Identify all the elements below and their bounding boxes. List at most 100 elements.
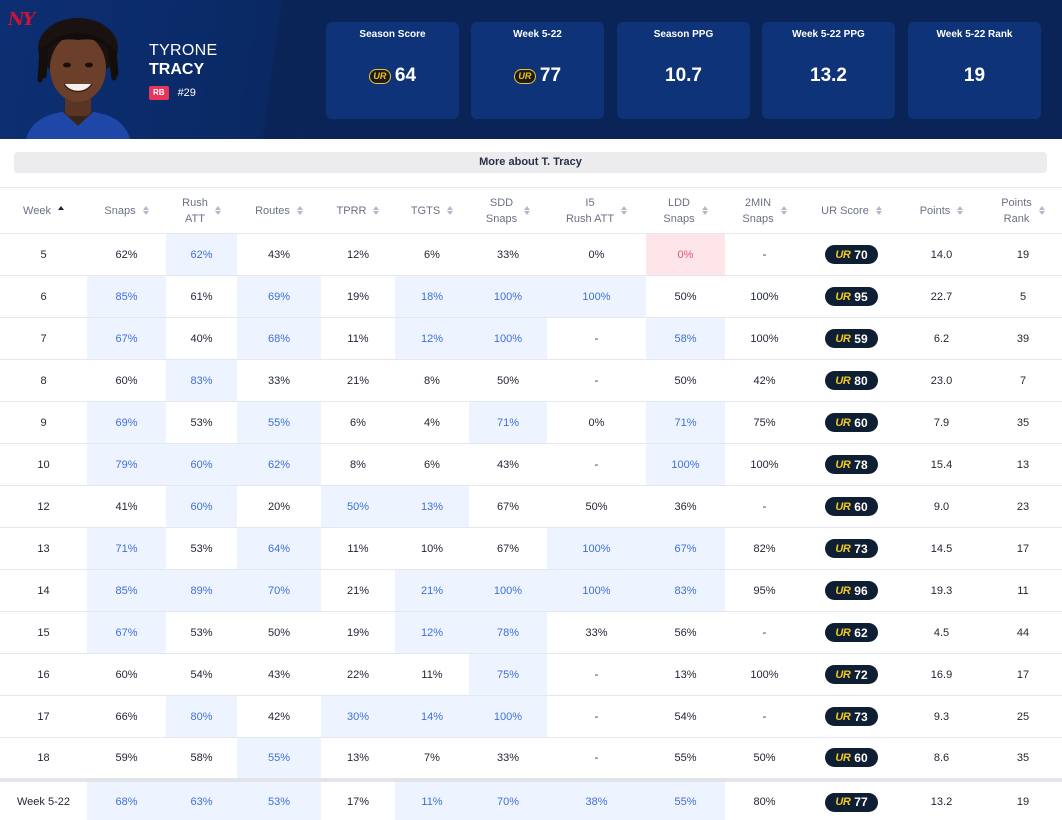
sort-icon[interactable] [621, 206, 628, 215]
table-cell: 19.3 [899, 569, 984, 612]
table-cell: 54% [646, 695, 725, 738]
ur-logo-icon: UR [835, 500, 851, 513]
summary-row: Week 5-22 68% 63% 53% 17% 11% 70% 38% 55% 80% UR 77… [0, 777, 1062, 820]
sort-icon[interactable] [142, 206, 149, 215]
column-header-label: SDD Snaps [486, 195, 517, 227]
sort-icon[interactable] [701, 206, 708, 215]
table-cell: 35 [984, 737, 1062, 780]
position-row: RB #29 [149, 86, 196, 100]
sort-icon[interactable] [214, 206, 221, 215]
table-cell: 100% [469, 695, 547, 738]
column-header-line: ATT [185, 212, 205, 225]
column-header-line: Rush ATT [565, 212, 615, 225]
weekly-stats-table: Week Snaps Rush ATT Routes TPRR TGTS SDD Snaps I5… [0, 187, 1062, 820]
table-cell: 60% [166, 485, 237, 528]
column-header-line: SDD [489, 196, 514, 209]
column-header-line: Snaps [663, 212, 695, 225]
stat-label: Week 5-22 Rank [936, 29, 1013, 40]
ur-score-value: 96 [854, 583, 868, 598]
table-cell: - [547, 443, 646, 486]
table-cell: 42% [725, 359, 804, 402]
table-row: 5 62% 62% 43% 12% 6% 33% 0% 0% - UR 70 14.0 19 [0, 233, 1062, 276]
table-cell: 8 [0, 359, 87, 402]
table-cell: 21% [395, 569, 469, 612]
more-about-button[interactable]: More about T. Tracy [14, 152, 1047, 173]
table-cell: 12 [0, 485, 87, 528]
column-header[interactable]: Points Rank [984, 187, 1062, 234]
column-header-line: Snaps [742, 212, 774, 225]
table-cell: 7 [984, 359, 1062, 402]
table-row: 7 67% 40% 68% 11% 12% 100% -58% 100% UR 59 6.2 39 [0, 317, 1062, 360]
column-header[interactable]: I5 Rush ATT [547, 187, 646, 234]
column-header[interactable]: Week [0, 187, 87, 234]
ur-logo-icon: UR [835, 248, 851, 261]
table-cell: 12% [321, 233, 395, 276]
table-cell: 17 [984, 527, 1062, 570]
sort-icon[interactable] [957, 206, 964, 215]
table-cell: - [547, 359, 646, 402]
column-header[interactable]: UR Score [804, 187, 899, 234]
sort-icon[interactable] [524, 206, 531, 215]
table-cell: 22% [321, 653, 395, 696]
column-header[interactable]: SDD Snaps [469, 187, 547, 234]
column-header-label: 2MIN Snaps [742, 195, 773, 227]
column-header-inner: SDD Snaps [469, 195, 547, 227]
table-row: 14 85% 89% 70% 21% 21% 100% 100% 83% 95% UR 96 19.3 1… [0, 569, 1062, 612]
column-header[interactable]: Points [899, 187, 984, 234]
sort-icon[interactable] [57, 206, 64, 215]
column-header[interactable]: LDD Snaps [646, 187, 725, 234]
column-header-line: I5 [585, 196, 595, 209]
stat-number: 19 [963, 65, 986, 86]
ur-score-value: 72 [854, 667, 868, 682]
column-header[interactable]: TGTS [395, 187, 469, 234]
table-header-row: Week Snaps Rush ATT Routes TPRR TGTS SDD Snaps I5… [0, 187, 1062, 234]
sort-icon[interactable] [875, 206, 882, 215]
ur-score-cell: UR 60 [804, 401, 899, 444]
sort-icon[interactable] [780, 206, 787, 215]
column-header[interactable]: Snaps [87, 187, 166, 234]
table-cell: 70% [237, 569, 321, 612]
column-header[interactable]: Rush ATT [166, 187, 237, 234]
ur-score-cell: UR 70 [804, 233, 899, 276]
table-row: 9 69% 53% 55% 6% 4% 71% 0% 71% 75% UR 60 7.9 35 [0, 401, 1062, 444]
stat-label: Season PPG [653, 29, 714, 40]
table-body: 5 62% 62% 43% 12% 6% 33% 0% 0% - UR 70 14.0 19 6 85% 61%… [0, 233, 1062, 820]
table-cell: 70% [469, 777, 547, 820]
column-header[interactable]: Routes [237, 187, 321, 234]
ur-logo-icon: UR [835, 796, 851, 808]
table-cell: 4% [395, 401, 469, 444]
table-cell: 12% [395, 611, 469, 654]
table-cell: 13 [984, 443, 1062, 486]
ur-logo-icon: UR [835, 710, 851, 723]
table-row: 13 71% 53% 64% 11% 10% 67% 100% 67% 82% UR 73 14.5 17 [0, 527, 1062, 570]
table-cell: 35 [984, 401, 1062, 444]
ur-score-badge: UR 96 [825, 581, 878, 600]
table-cell: 6 [0, 275, 87, 318]
column-header-label: UR Score [821, 203, 869, 219]
table-cell: 0% [547, 233, 646, 276]
table-cell: 11 [984, 569, 1062, 612]
table-cell: 60% [87, 359, 166, 402]
table-cell: 7.9 [899, 401, 984, 444]
sort-icon[interactable] [1038, 206, 1045, 215]
table-cell: 68% [237, 317, 321, 360]
column-header-label: Rush ATT [182, 195, 208, 227]
table-cell: 16.9 [899, 653, 984, 696]
table-cell: 79% [87, 443, 166, 486]
column-header[interactable]: 2MIN Snaps [725, 187, 804, 234]
ur-score-value: 60 [854, 750, 868, 765]
table-cell: 55% [237, 401, 321, 444]
table-cell: 9.3 [899, 695, 984, 738]
table-cell: 75% [469, 653, 547, 696]
table-cell: 85% [87, 569, 166, 612]
column-header[interactable]: TPRR [321, 187, 395, 234]
table-cell: 43% [237, 653, 321, 696]
column-header-inner: Rush ATT [166, 195, 237, 227]
table-cell: 85% [87, 275, 166, 318]
sort-icon[interactable] [373, 206, 380, 215]
sort-icon[interactable] [296, 206, 303, 215]
column-header-label: Week [23, 203, 51, 219]
table-cell: 6.2 [899, 317, 984, 360]
stat-card-week-score: Week 5-22 UR 77 [471, 22, 604, 119]
sort-icon[interactable] [447, 206, 454, 215]
